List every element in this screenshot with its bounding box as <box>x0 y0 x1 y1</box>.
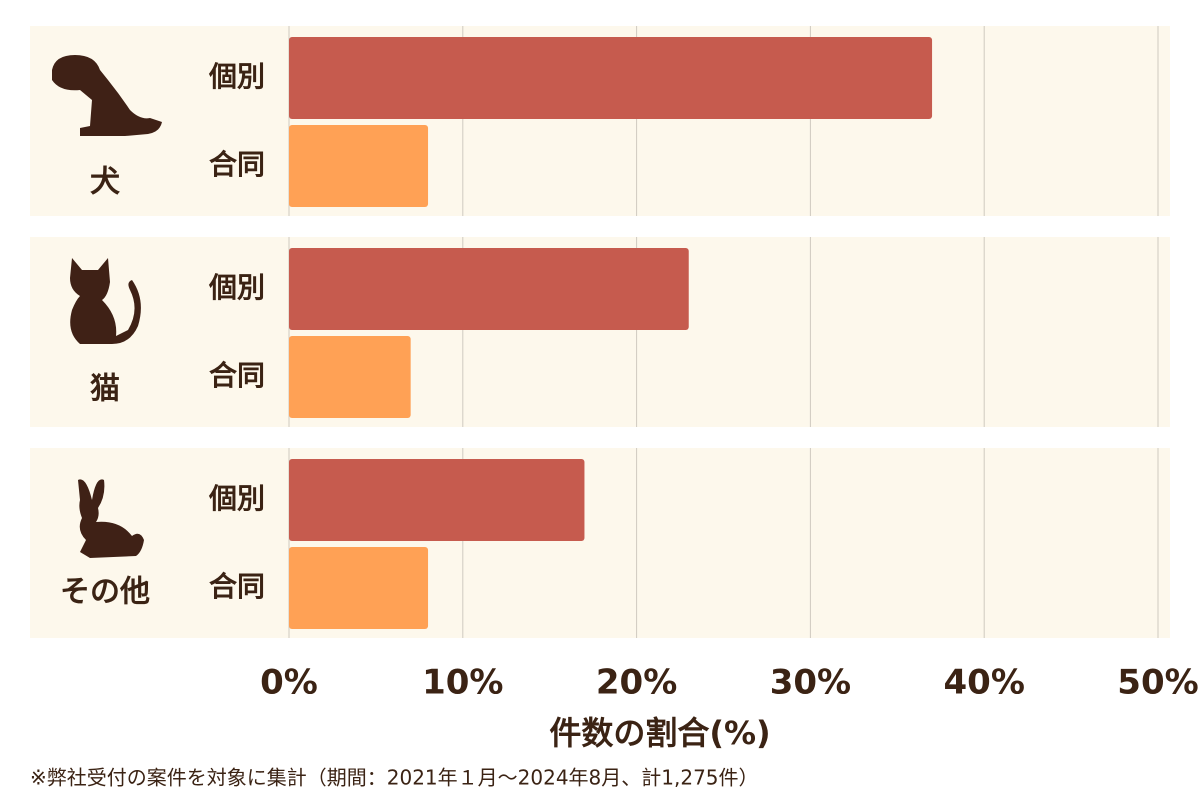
dog-icon <box>52 55 162 136</box>
note: ※弊社受付の案件を対象に集計（期間：2021年１月～2024年8月、計1,275… <box>30 766 759 790</box>
bar <box>289 248 689 330</box>
rabbit-icon <box>78 479 144 558</box>
bar <box>289 547 429 629</box>
series-label: 個別 <box>208 271 265 304</box>
group-label: 猫 <box>90 372 120 407</box>
x-tick-label: 40% <box>944 663 1025 703</box>
x-tick-label: 10% <box>422 663 503 703</box>
series-label: 個別 <box>208 482 265 515</box>
x-tick-label: 0% <box>260 663 318 703</box>
series-label: 合同 <box>209 148 265 181</box>
group-label: その他 <box>60 575 150 610</box>
bar <box>289 125 429 207</box>
marks <box>289 37 933 629</box>
series-label: 合同 <box>209 359 265 392</box>
x-axis-label: 件数の割合(%) <box>549 714 770 752</box>
icons <box>52 55 162 558</box>
cat-icon <box>70 258 141 344</box>
series-label: 個別 <box>208 60 265 93</box>
group-label: 犬 <box>90 165 120 200</box>
x-tick-label: 30% <box>770 663 851 703</box>
x-tick-label: 50% <box>1117 663 1198 703</box>
series-label: 合同 <box>209 570 265 603</box>
bar <box>289 37 933 119</box>
group-panel <box>30 448 1170 638</box>
x-tick-label: 20% <box>596 663 677 703</box>
bar <box>289 459 585 541</box>
bar <box>289 336 411 418</box>
